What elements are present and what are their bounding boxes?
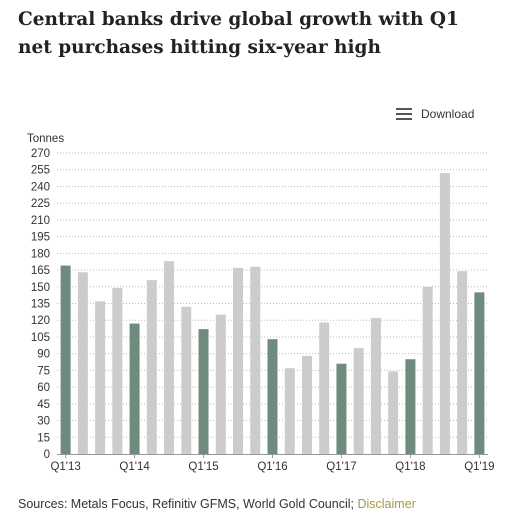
- bar: [439, 173, 450, 455]
- y-tick-label: 195: [31, 232, 50, 244]
- x-tick-label: Q1'19: [464, 461, 494, 473]
- bar: [77, 272, 88, 454]
- y-axis-title: Tonnes: [27, 133, 64, 145]
- y-tick-label: 180: [31, 248, 50, 260]
- x-tick-label: Q1'16: [257, 461, 287, 473]
- x-tick-label: Q1'17: [326, 461, 356, 473]
- bar: [336, 363, 347, 454]
- bar: [164, 261, 175, 454]
- x-axis: Q1'13 Q1'14 Q1'15 Q1'16 Q1'17 Q1'18 Q1'19: [50, 454, 495, 473]
- y-tick-label: 240: [31, 181, 50, 193]
- bar: [388, 371, 399, 454]
- bar: [474, 292, 485, 454]
- x-tick-label: Q1'15: [188, 461, 218, 473]
- y-tick-label: 165: [31, 265, 50, 277]
- bar: [112, 287, 123, 454]
- bar: [457, 271, 468, 454]
- hamburger-menu-icon: [396, 108, 412, 120]
- bar: [267, 339, 278, 454]
- chart-title: Central banks drive global growth with Q…: [18, 9, 459, 58]
- bar: [181, 306, 192, 454]
- bar: [146, 280, 157, 454]
- y-tick-label: 30: [37, 416, 50, 428]
- bar: [353, 348, 364, 454]
- y-tick-label: 75: [37, 365, 50, 377]
- bar: [129, 323, 140, 454]
- bar: [284, 368, 295, 454]
- y-tick-label: 45: [37, 399, 50, 411]
- y-axis: Tonnes 0 15 30 45 60 75 90 105 120 135 150 165 180 195…: [27, 133, 64, 461]
- y-tick-label: 0: [44, 449, 50, 461]
- y-tick-label: 105: [31, 332, 50, 344]
- y-tick-label: 255: [31, 165, 50, 177]
- bar: [233, 267, 244, 454]
- download-label: Download: [421, 107, 475, 121]
- bar: [198, 329, 209, 454]
- x-tick-label: Q1'14: [119, 461, 150, 473]
- bar: [95, 301, 106, 454]
- download-button[interactable]: Download: [396, 107, 474, 121]
- bar: [301, 355, 312, 454]
- y-tick-label: 120: [31, 315, 50, 327]
- y-tick-label: 210: [31, 215, 50, 227]
- x-tick-label: Q1'13: [50, 461, 80, 473]
- y-tick-label: 270: [31, 148, 50, 160]
- bar: [319, 322, 330, 454]
- bar: [405, 359, 416, 454]
- bar: [250, 266, 261, 454]
- bar-chart: Tonnes 0 15 30 45 60 75 90 105 120 135 150 165 180 195…: [27, 133, 495, 473]
- y-tick-label: 135: [31, 299, 50, 311]
- x-tick-label: Q1'18: [395, 461, 425, 473]
- y-tick-label: 60: [37, 382, 50, 394]
- y-tick-label: 150: [31, 282, 50, 294]
- bars: [60, 173, 485, 455]
- y-tick-label: 90: [37, 349, 50, 361]
- bar: [215, 314, 226, 454]
- source-text: Sources: Metals Focus, Refinitiv GFMS, W…: [18, 497, 358, 511]
- y-tick-label: 225: [31, 198, 50, 210]
- disclaimer-link[interactable]: Disclaimer: [357, 497, 416, 511]
- bar: [370, 317, 381, 454]
- y-tick-label: 15: [37, 432, 50, 444]
- source-note: Sources: Metals Focus, Refinitiv GFMS, W…: [18, 497, 416, 511]
- bar: [60, 265, 71, 454]
- bar: [422, 286, 433, 454]
